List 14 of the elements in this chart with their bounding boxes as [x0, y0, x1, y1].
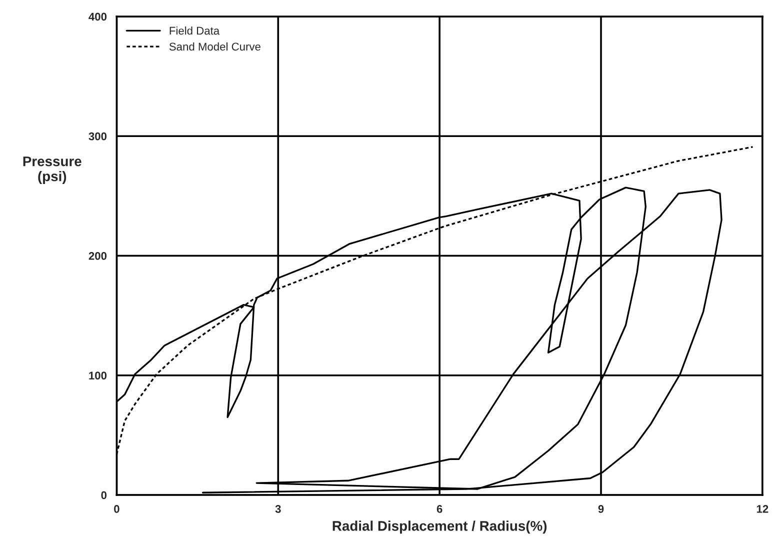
y-tick-label: 400 — [88, 12, 107, 21]
x-tick-label: 12 — [756, 505, 768, 513]
y-tick-label: 200 — [88, 252, 107, 260]
legend-label: Sand Model Curve — [169, 42, 260, 51]
y-tick-label: 100 — [89, 372, 107, 380]
legend-label: Field Data — [170, 26, 220, 35]
x-tick-label: 0 — [114, 505, 120, 513]
x-axis-title: Radial Displacement / Radius(%) — [332, 520, 547, 534]
y-axis-title: Pressure (psi) — [23, 156, 82, 184]
x-tick-label: 9 — [598, 505, 604, 513]
x-tick-label: 3 — [275, 505, 281, 513]
x-tick-label: 6 — [436, 505, 442, 513]
y-tick-label: 300 — [88, 132, 107, 140]
y-tick-label: 0 — [101, 491, 107, 500]
